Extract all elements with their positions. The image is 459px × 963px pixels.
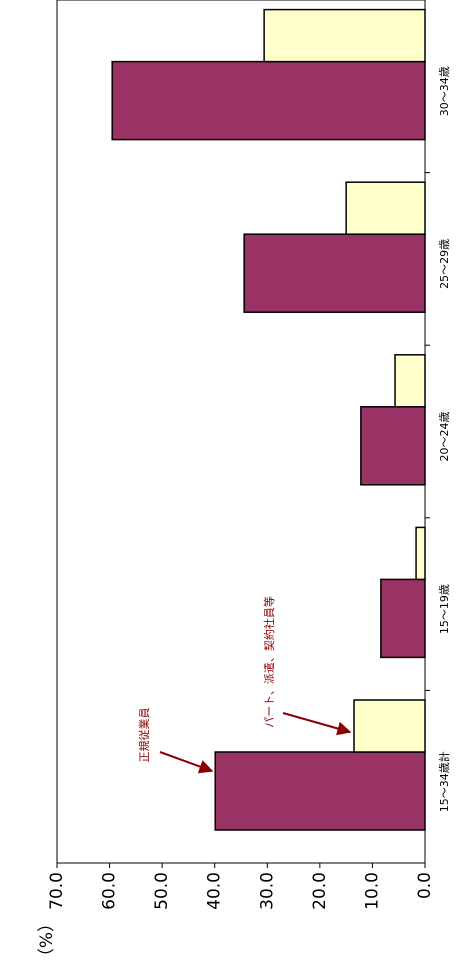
bar [360,406,426,486]
x-tick-label: 25～29歳 [438,239,451,289]
y-tick-label: 40.0 [205,872,225,910]
x-tick-label: 15～34歳計 [437,751,451,812]
bar [111,60,426,141]
bar [345,181,426,235]
x-tick-label: 20～24歳 [438,412,451,462]
series-annotation: 正規従業員 [137,708,151,763]
y-tick-label: 60.0 [100,872,120,910]
annotation-arrow [282,712,352,736]
annotation-arrow [159,751,214,774]
y-tick-label: 20.0 [310,872,330,910]
bar [263,8,426,63]
bar [214,751,426,831]
series-annotation: パート、派遣、契約社員等 [262,596,276,728]
y-tick-label: 70.0 [47,872,67,910]
x-tick-label: 30～34歳 [438,66,451,116]
bar [415,526,426,581]
bar [353,699,426,753]
bar [380,578,426,659]
y-tick-label: 50.0 [152,872,172,910]
x-tick-label: 15～19歳 [438,584,451,634]
bar [394,354,426,408]
bar [243,233,426,313]
y-axis-label: （%） [37,915,57,959]
y-tick-label: 30.0 [257,872,277,910]
y-tick-label: 10.0 [362,872,382,910]
y-tick-label: 0.0 [415,872,435,899]
